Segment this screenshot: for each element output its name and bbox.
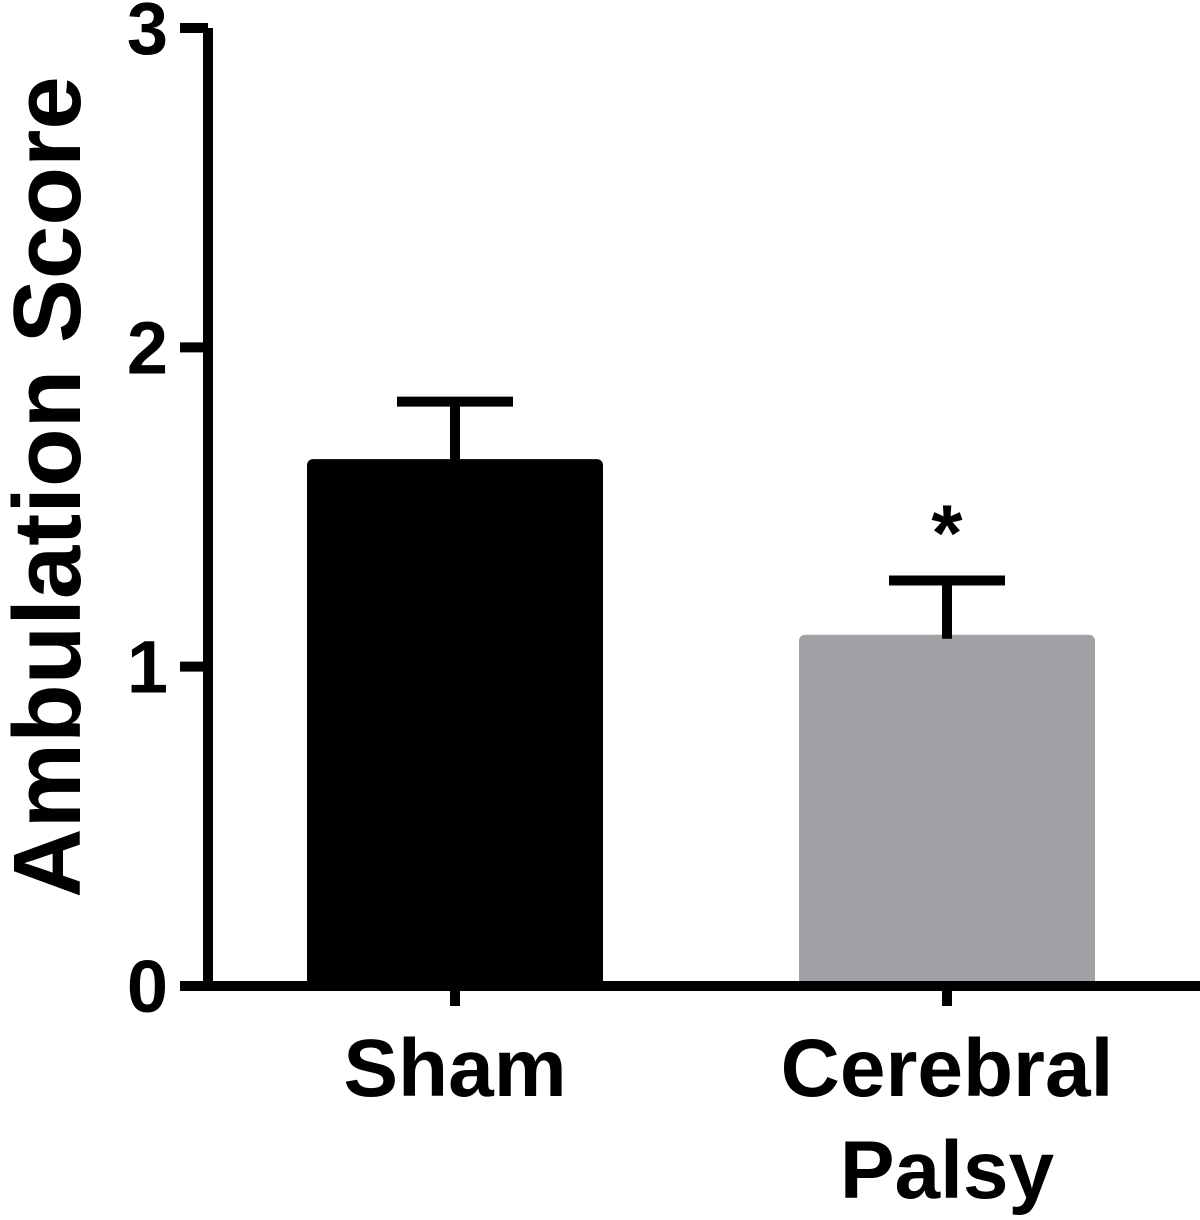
y-tick-label-2: 2 xyxy=(127,306,168,389)
annotations-layer: * xyxy=(931,488,963,577)
category-label-1-line-1: Palsy xyxy=(840,1125,1055,1216)
significance-marker-1: * xyxy=(931,488,963,577)
y-ticks-layer: 0 1 2 3 xyxy=(127,0,208,1028)
bar-0 xyxy=(307,459,603,987)
category-label-0-line-0: Sham xyxy=(343,1023,566,1114)
bar-1 xyxy=(799,634,1095,986)
y-axis-label: Ambulation Score xyxy=(0,76,101,897)
x-ticks-layer xyxy=(450,986,952,1006)
category-labels-layer: Sham Cerebral Palsy xyxy=(343,1023,1113,1216)
y-tick-label-3: 3 xyxy=(127,0,168,70)
error-bars-layer xyxy=(397,396,1005,639)
y-tick-label-1: 1 xyxy=(127,626,168,709)
axes-layer xyxy=(203,28,1200,991)
bars-layer xyxy=(307,459,1095,987)
category-label-1-line-0: Cerebral xyxy=(781,1023,1114,1114)
y-tick-label-0: 0 xyxy=(127,945,168,1028)
